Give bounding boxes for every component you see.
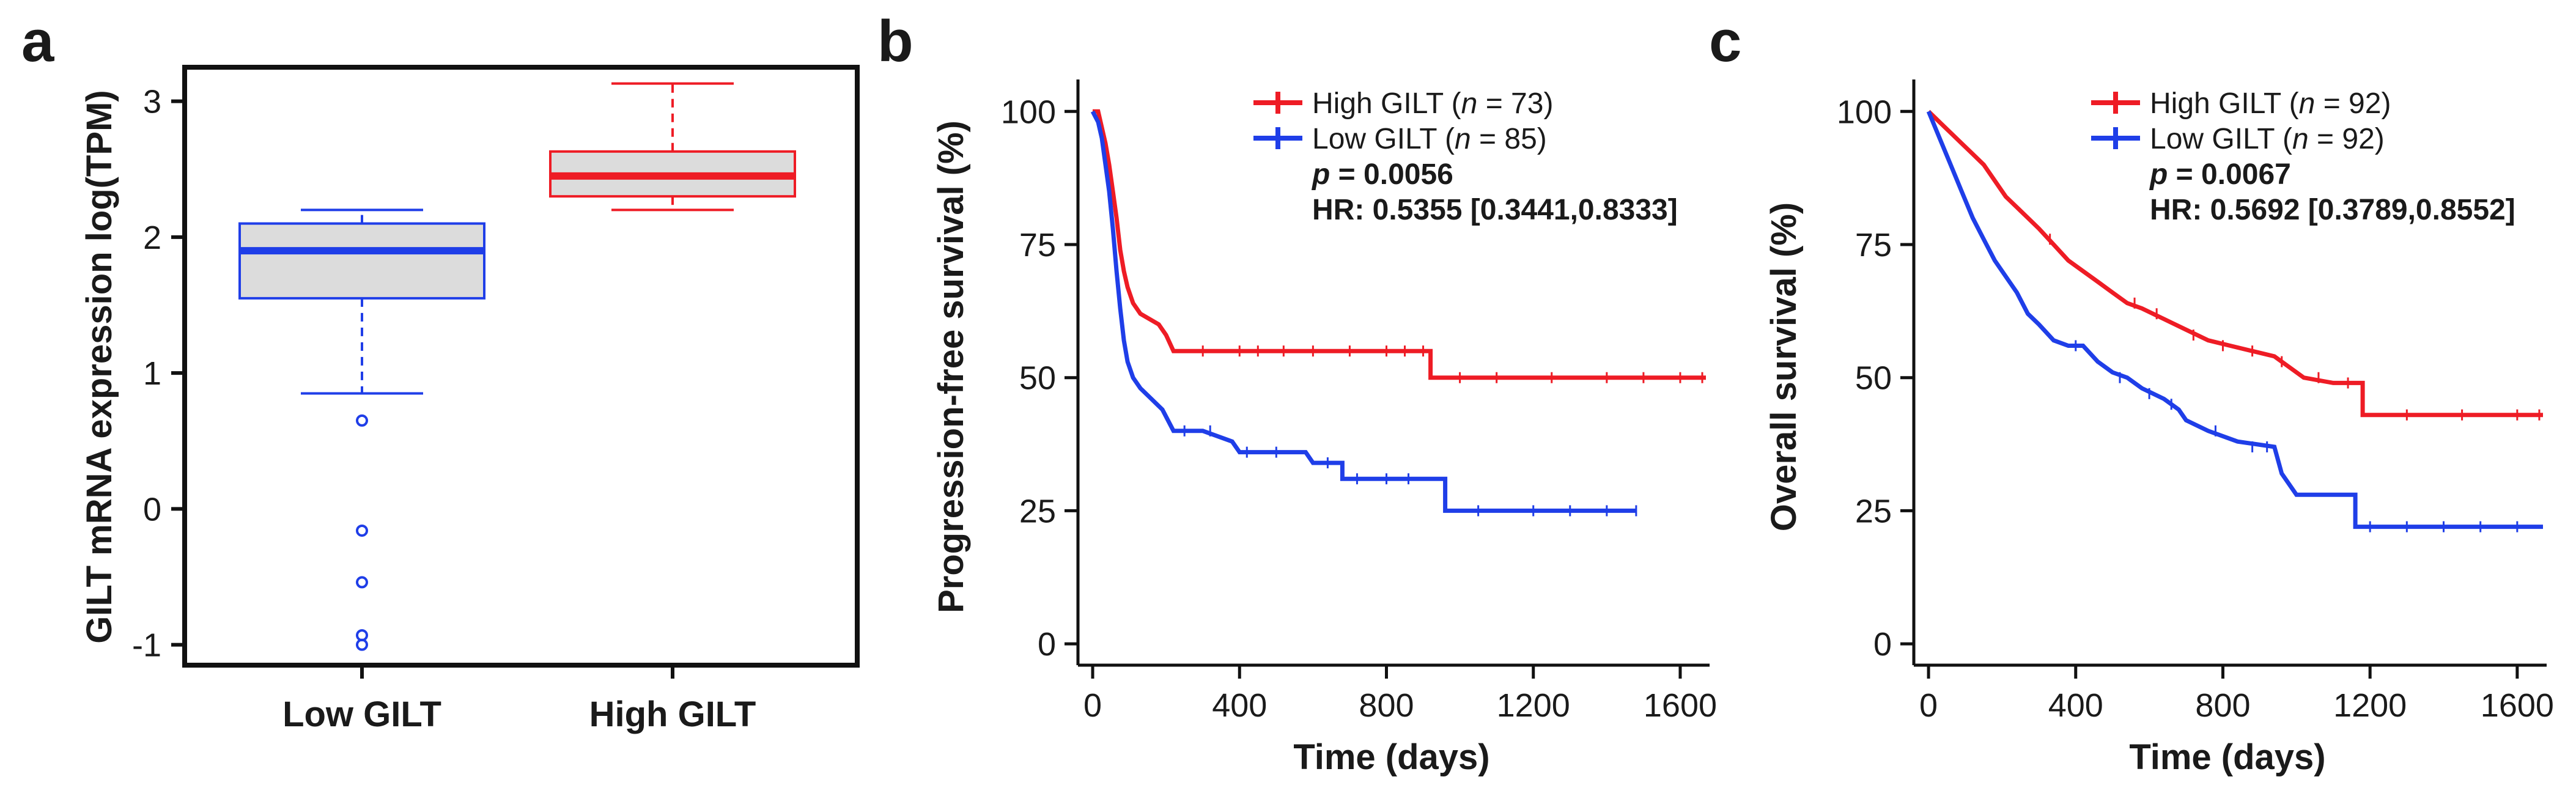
p-space [1330, 158, 1338, 191]
legend-space [1477, 87, 1485, 120]
axes: 0 25 50 75 100 0 400 800 1200 1600 [1837, 79, 2554, 724]
legend: High GILT (n = 73)Low GILT (n = 85)p = 0… [1253, 87, 1678, 226]
p-symbol: p [1311, 158, 1330, 191]
survival-curves [1926, 109, 2543, 533]
legend-open-paren: ( [1437, 123, 1455, 155]
y-tick-label: -1 [132, 627, 161, 664]
hazard-ratio-text: HR: 0.5692 [0.3789,0.8552] [2150, 194, 2515, 226]
legend-count: = 73) [1486, 87, 1554, 120]
legend-n-symbol: n [1461, 87, 1478, 120]
y-tick-label: 75 [1855, 227, 1892, 263]
y-tick-label: 25 [1855, 493, 1892, 529]
legend-n-symbol: n [2299, 87, 2316, 120]
p-space [2168, 158, 2176, 191]
y-tick-label: 0 [1873, 626, 1892, 663]
x-tick-label: 1200 [1497, 687, 1570, 724]
x-axis-title: Time (days) [1293, 737, 1489, 777]
legend-entry-low: Low GILT (n = 85) [1312, 123, 1547, 155]
legend-open-paren: ( [1443, 87, 1461, 120]
legend-count: = 85) [1479, 123, 1547, 155]
y-tick-label: 100 [1837, 94, 1892, 130]
box-low [238, 208, 485, 651]
box-high [549, 82, 796, 212]
legend-label: Low GILT [1312, 123, 1437, 155]
legend-count: = 92) [2317, 123, 2385, 155]
legend-count: = 92) [2323, 87, 2391, 120]
y-axis: -1 0 1 2 3 [132, 84, 185, 664]
panel-letter-c: c [1709, 9, 1741, 74]
x-category-label: High GILT [589, 695, 756, 734]
y-tick-label: 1 [143, 355, 161, 392]
boxplot-panel-a: -1 0 1 2 3 Low GILT High GILT GILT mRNA expre… [79, 65, 860, 734]
x-axis-title: Time (days) [2129, 737, 2325, 777]
x-tick-label: 400 [2048, 687, 2103, 724]
y-axis-title: GILT mRNA expression log(TPM) [79, 90, 119, 644]
x-category-label: Low GILT [282, 695, 441, 734]
legend-space [1471, 123, 1479, 155]
y-tick-label: 0 [1038, 626, 1056, 663]
hazard-ratio-text: HR: 0.5355 [0.3441,0.8333] [1312, 194, 1678, 226]
p-symbol: p [2149, 158, 2168, 191]
legend-n-symbol: n [1455, 123, 1471, 155]
y-tick-label: 3 [143, 84, 161, 120]
p-value-text: p = 0.0067 [2149, 158, 2291, 191]
legend-entry-high: High GILT (n = 73) [1312, 87, 1553, 120]
x-tick-label: 800 [2195, 687, 2250, 724]
axes: 0 25 50 75 100 0 400 800 1200 1600 [1001, 79, 1717, 724]
y-tick-label: 75 [1019, 227, 1056, 263]
survival-curve-high [1927, 109, 2543, 418]
x-tick-label: 800 [1359, 687, 1414, 724]
y-tick-label: 2 [143, 219, 161, 256]
panel-letter-b: b [877, 9, 913, 74]
legend-label: Low GILT [2150, 123, 2275, 155]
km-panel-c: 0 25 50 75 100 0 400 800 1200 1600 High GILT (n =… [1764, 79, 2554, 777]
legend-entry-high: High GILT (n = 92) [2150, 87, 2391, 120]
y-axis-title: Overall survival (%) [1764, 202, 1804, 531]
outlier-point [356, 576, 368, 589]
box-series [238, 82, 796, 651]
outlier-point [356, 414, 368, 427]
legend-n-symbol: n [2292, 123, 2309, 155]
y-axis-title: Progression-free survival (%) [931, 120, 971, 613]
y-tick-label: 25 [1019, 493, 1056, 529]
x-tick-label: 1600 [2481, 687, 2554, 724]
legend-open-paren: ( [2281, 87, 2298, 120]
panel-letter-a: a [21, 9, 54, 74]
km-panel-b: 0 25 50 75 100 0 400 800 1200 1600 High GILT (n =… [931, 79, 1717, 777]
y-tick-label: 100 [1001, 94, 1056, 130]
legend-entry-low: Low GILT (n = 92) [2150, 123, 2385, 155]
legend: High GILT (n = 92)Low GILT (n = 92)p = 0… [2091, 87, 2515, 226]
legend-label: High GILT [2150, 87, 2281, 120]
survival-curves [1090, 109, 1706, 517]
x-tick-label: 0 [1083, 687, 1102, 724]
outlier-point [356, 638, 368, 651]
x-tick-label: 0 [1919, 687, 1938, 724]
legend-space [2315, 87, 2323, 120]
x-tick-label: 400 [1212, 687, 1267, 724]
boxplot-frame [182, 65, 860, 668]
x-axis: Low GILT High GILT [282, 665, 756, 734]
y-tick-label: 50 [1855, 360, 1892, 397]
survival-curve-low [1926, 110, 2543, 529]
y-tick-label: 50 [1019, 360, 1056, 397]
p-value: = 0.0067 [2176, 158, 2291, 191]
legend-space [2309, 123, 2317, 155]
legend-open-paren: ( [2275, 123, 2292, 155]
survival-curve-low [1090, 110, 1636, 513]
iqr-box [238, 222, 485, 300]
y-tick-label: 0 [143, 491, 161, 528]
legend-label: High GILT [1312, 87, 1444, 120]
p-value-text: p = 0.0056 [1311, 158, 1453, 191]
x-tick-label: 1200 [2333, 687, 2407, 724]
x-tick-label: 1600 [1644, 687, 1717, 724]
outlier-point [356, 524, 368, 537]
p-value: = 0.0056 [1338, 158, 1453, 191]
